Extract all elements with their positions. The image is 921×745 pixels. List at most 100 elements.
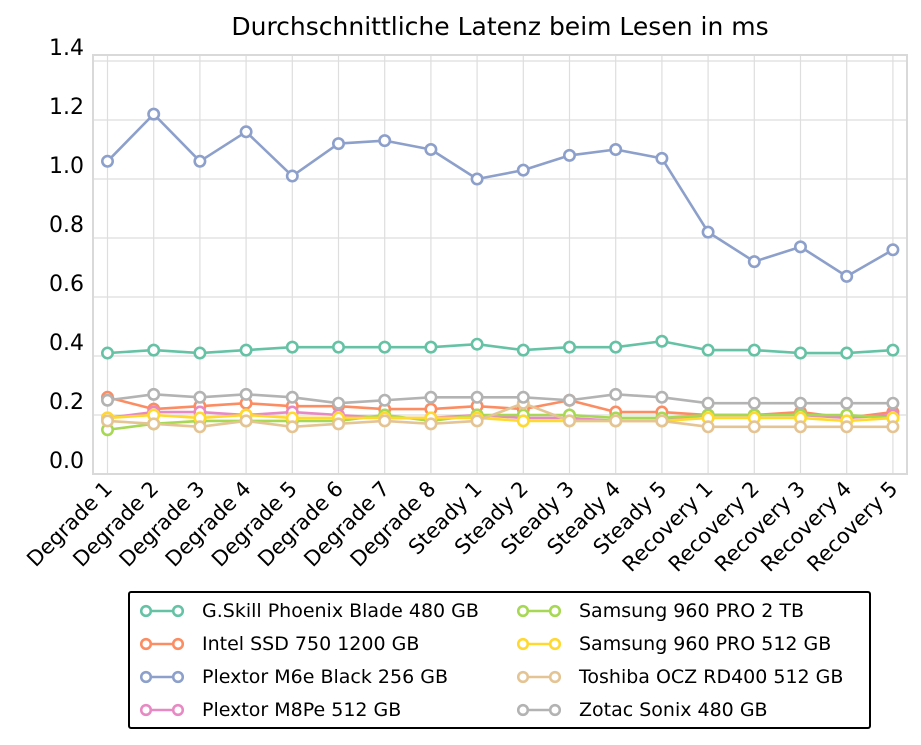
data-point [147, 107, 161, 121]
data-point [470, 337, 484, 351]
legend-marker-icon [140, 604, 184, 618]
legend-marker-icon [517, 703, 561, 717]
legend: G.Skill Phoenix Blade 480 GB Intel SSD 7… [128, 591, 871, 729]
legend-marker-icon [140, 637, 184, 651]
data-point [655, 151, 669, 165]
data-point [609, 387, 623, 401]
y-axis: 0.0 0.2 0.4 0.6 0.8 1.0 1.2 1.4 [49, 36, 84, 474]
data-point [331, 396, 345, 410]
data-point [701, 343, 715, 357]
legend-marker-icon [517, 670, 561, 684]
data-point [193, 420, 207, 434]
legend-label: Samsung 960 PRO 512 GB [579, 633, 832, 655]
legend-label: Toshiba OCZ RD400 512 GB [579, 666, 844, 688]
data-point [655, 390, 669, 404]
data-point [424, 340, 438, 354]
data-point [101, 154, 115, 168]
data-point [424, 143, 438, 157]
data-point [470, 172, 484, 186]
data-point [562, 393, 576, 407]
data-point [840, 420, 854, 434]
data-point [424, 417, 438, 431]
data-point [701, 396, 715, 410]
y-tick-label: 0.6 [49, 272, 84, 297]
legend-marker-icon [140, 670, 184, 684]
y-tick-label: 0.0 [49, 449, 84, 474]
data-point [886, 343, 900, 357]
y-tick-label: 0.2 [49, 390, 84, 415]
data-point [562, 148, 576, 162]
data-point [609, 340, 623, 354]
data-point [147, 387, 161, 401]
series-0 [101, 334, 900, 360]
legend-item: Zotac Sonix 480 GB [517, 695, 768, 725]
data-point [424, 390, 438, 404]
data-point [747, 420, 761, 434]
legend-marker-icon [140, 703, 184, 717]
data-point [331, 340, 345, 354]
data-point [886, 396, 900, 410]
data-point [147, 343, 161, 357]
data-point [793, 240, 807, 254]
series-7 [101, 387, 900, 410]
y-tick-label: 1.0 [49, 154, 84, 179]
data-point [239, 414, 253, 428]
y-tick-label: 1.4 [49, 36, 84, 61]
data-point [331, 417, 345, 431]
plot-frame [92, 54, 908, 475]
y-tick-label: 0.4 [49, 331, 84, 356]
data-point [609, 143, 623, 157]
chart-title: Durchschnittliche Latenz beim Lesen in m… [231, 12, 768, 41]
series-line [107, 401, 893, 429]
y-tick-label: 1.2 [49, 95, 84, 120]
legend-item: G.Skill Phoenix Blade 480 GB [140, 596, 479, 626]
data-point [701, 225, 715, 239]
y-tick-label: 0.8 [49, 213, 84, 238]
data-point [378, 340, 392, 354]
legend-label: Plextor M8Pe 512 GB [202, 699, 402, 721]
data-point [147, 417, 161, 431]
data-point [655, 334, 669, 348]
data-point [516, 414, 530, 428]
data-point [101, 414, 115, 428]
data-point [840, 269, 854, 283]
data-point [101, 346, 115, 360]
legend-label: Plextor M6e Black 256 GB [202, 666, 448, 688]
data-point [101, 393, 115, 407]
data-point [193, 154, 207, 168]
data-point [516, 390, 530, 404]
data-point [470, 414, 484, 428]
data-point [609, 414, 623, 428]
data-point [886, 243, 900, 257]
data-point [193, 346, 207, 360]
series-group [101, 107, 900, 437]
legend-item: Intel SSD 750 1200 GB [140, 629, 419, 659]
series-line [107, 393, 893, 405]
legend-item: Samsung 960 PRO 512 GB [517, 629, 831, 659]
data-point [285, 390, 299, 404]
series-6 [101, 396, 900, 434]
data-point [516, 163, 530, 177]
data-point [747, 255, 761, 269]
data-point [285, 340, 299, 354]
data-point [193, 390, 207, 404]
legend-item: Plextor M6e Black 256 GB [140, 662, 448, 692]
data-point [516, 343, 530, 357]
data-point [378, 134, 392, 148]
series-line [107, 413, 893, 423]
data-point [239, 125, 253, 139]
legend-item: Plextor M8Pe 512 GB [140, 695, 401, 725]
data-point [239, 387, 253, 401]
data-point [285, 420, 299, 434]
legend-label: Zotac Sonix 480 GB [579, 699, 768, 721]
data-point [747, 343, 761, 357]
series-2 [101, 107, 900, 283]
legend-marker-icon [517, 604, 561, 618]
data-point [562, 414, 576, 428]
data-point [793, 346, 807, 360]
data-point [793, 396, 807, 410]
data-point [285, 169, 299, 183]
legend-marker-icon [517, 637, 561, 651]
